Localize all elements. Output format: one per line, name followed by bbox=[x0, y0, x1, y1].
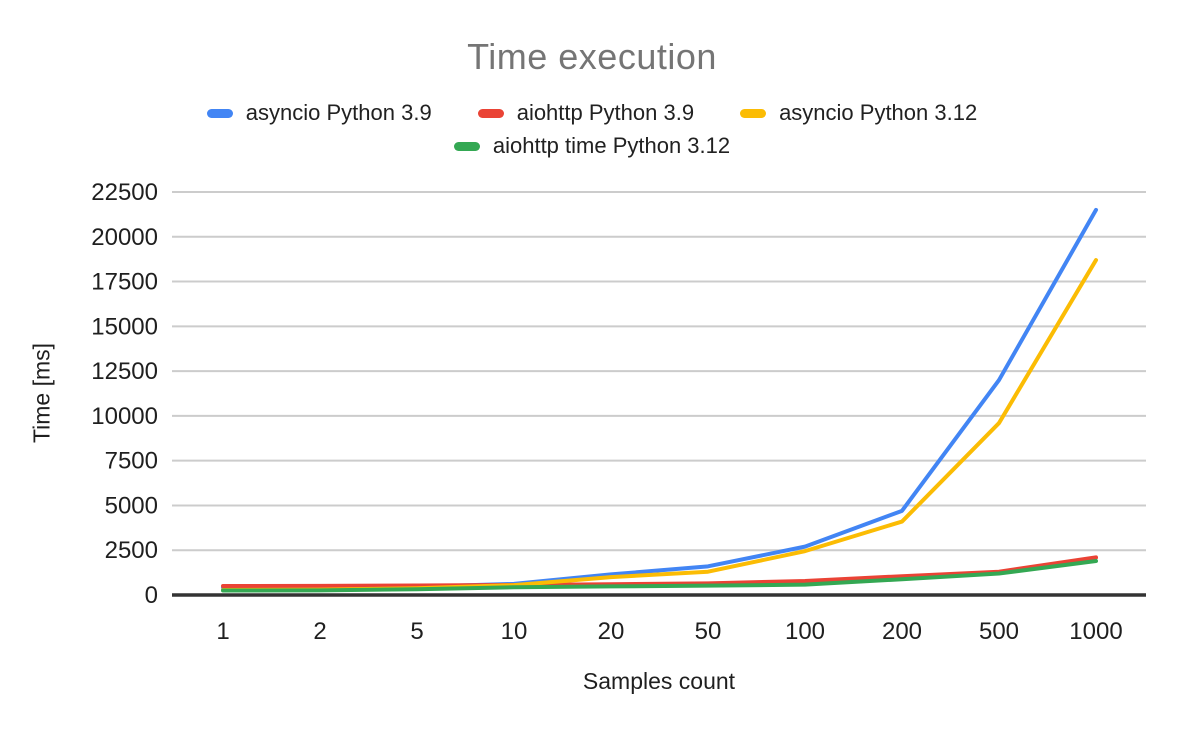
legend-row-2: aiohttp time Python 3.12 bbox=[453, 133, 731, 159]
legend-label: asyncio Python 3.9 bbox=[245, 100, 432, 125]
x-tick-label: 10 bbox=[501, 618, 528, 645]
series-line-aiohttp-time-python-3-12 bbox=[221, 558, 1098, 593]
x-axis-title: Samples count bbox=[582, 668, 736, 694]
legend-label: aiohttp Python 3.9 bbox=[516, 100, 695, 125]
series-line-aiohttp-python-3-9 bbox=[221, 555, 1098, 589]
y-tick-label: 0 bbox=[145, 582, 158, 609]
y-tick-label: 12500 bbox=[91, 358, 158, 385]
x-tick-label: 1000 bbox=[1069, 618, 1122, 645]
series-line-asyncio-python-3-9 bbox=[221, 207, 1098, 590]
y-tick-label: 17500 bbox=[91, 269, 158, 296]
x-tick-label: 1 bbox=[216, 618, 229, 645]
chart-legend: asyncio Python 3.9 aiohttp Python 3.9 as… bbox=[0, 100, 1184, 159]
x-tick-label: 50 bbox=[695, 618, 722, 645]
x-tick-label: 20 bbox=[598, 618, 625, 645]
x-tick-label: 5 bbox=[410, 618, 423, 645]
legend-swatch-green bbox=[453, 141, 480, 151]
y-tick-label: 15000 bbox=[91, 313, 158, 340]
y-tick-label: 20000 bbox=[91, 224, 158, 251]
legend-swatch-red bbox=[477, 108, 504, 118]
y-axis-title: Time [ms] bbox=[28, 342, 55, 444]
y-tick-label: 2500 bbox=[105, 537, 158, 564]
x-tick-label: 2 bbox=[313, 618, 326, 645]
y-tick-label: 5000 bbox=[105, 492, 158, 519]
y-tick-label: 10000 bbox=[91, 403, 158, 430]
legend-item-asyncio-py39: asyncio Python 3.9 bbox=[206, 100, 432, 126]
legend-item-aiohttp-py312: aiohttp time Python 3.12 bbox=[453, 133, 731, 159]
x-tick-label: 100 bbox=[785, 618, 825, 645]
y-tick-label: 22500 bbox=[91, 179, 158, 206]
legend-label: aiohttp time Python 3.12 bbox=[492, 133, 731, 158]
legend-row-1: asyncio Python 3.9 aiohttp Python 3.9 as… bbox=[206, 100, 977, 126]
y-tick-label: 7500 bbox=[105, 448, 158, 475]
legend-label: asyncio Python 3.12 bbox=[779, 100, 978, 125]
legend-item-asyncio-py312: asyncio Python 3.12 bbox=[740, 100, 977, 126]
x-tick-label: 200 bbox=[882, 618, 922, 645]
legend-item-aiohttp-py39: aiohttp Python 3.9 bbox=[477, 100, 695, 126]
legend-swatch-blue bbox=[206, 108, 233, 118]
x-tick-label: 500 bbox=[979, 618, 1019, 645]
chart-title: Time execution bbox=[467, 36, 717, 77]
legend-swatch-yellow bbox=[740, 108, 767, 118]
